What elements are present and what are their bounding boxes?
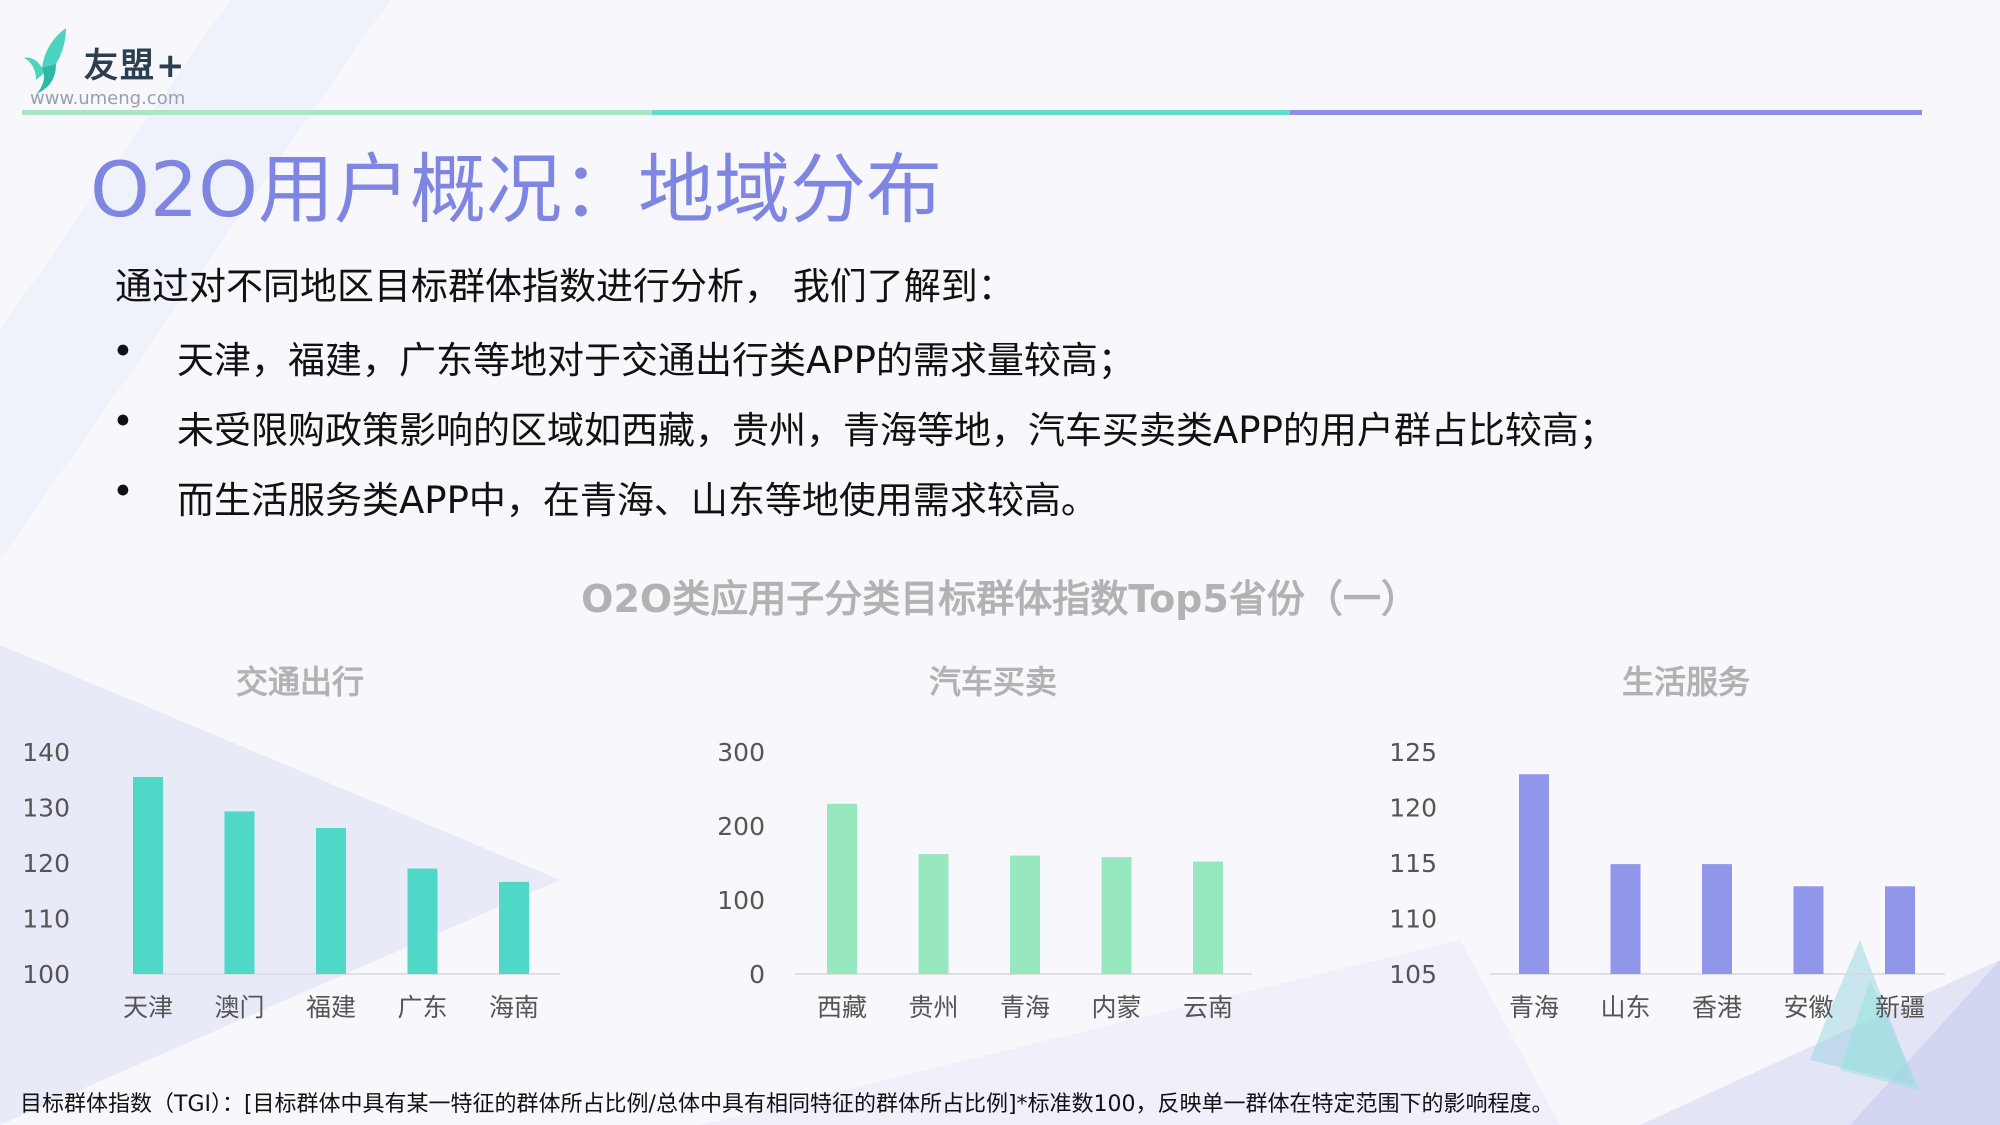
header-line-purple (1290, 110, 1922, 115)
x-tick-label: 山东 (1600, 993, 1650, 1022)
x-tick-label: 福建 (306, 993, 356, 1022)
brand-url: www.umeng.com (30, 88, 186, 109)
header-line-teal (652, 110, 1290, 115)
brand-name: 友盟+ (84, 46, 187, 86)
y-tick-label: 130 (22, 794, 70, 823)
tgi-footnote: 目标群体指数（TGI）：[目标群体中具有某一特征的群体所占比例/总体中具有相同特… (20, 1092, 1554, 1117)
bar (827, 803, 857, 974)
bar (1010, 855, 1040, 974)
list-item: • 天津，福建，广东等地对于交通出行类APP的需求量较高； (112, 330, 1616, 400)
x-tick-label: 内蒙 (1091, 993, 1141, 1022)
chart-title: 交通出行 (236, 663, 364, 701)
bullet-icon: • (112, 400, 134, 443)
y-tick-label: 105 (1389, 960, 1437, 989)
chart-title: 汽车买卖 (929, 663, 1057, 701)
y-tick-label: 115 (1389, 849, 1437, 878)
findings-list: • 天津，福建，广东等地对于交通出行类APP的需求量较高； • 未受限购政策影响的区… (112, 330, 1616, 540)
figure-title: O2O类应用子分类目标群体指数Top5省份（一） (581, 577, 1419, 621)
y-tick-label: 120 (22, 849, 70, 878)
bullet-text: 未受限购政策影响的区域如西藏，贵州，青海等地，汽车买卖类APP的用户群占比较高； (177, 409, 1616, 452)
x-tick-label: 天津 (123, 993, 173, 1022)
x-tick-label: 云南 (1183, 993, 1233, 1022)
y-tick-label: 300 (717, 738, 765, 767)
bar (316, 828, 346, 974)
bar (1101, 857, 1132, 974)
y-tick-label: 100 (717, 886, 765, 915)
header-line-green (22, 110, 652, 115)
bullet-text: 而生活服务类APP中，在青海、山东等地使用需求较高。 (177, 479, 1098, 522)
x-tick-label: 广东 (397, 993, 447, 1022)
y-tick-label: 110 (22, 905, 70, 934)
bar (1793, 886, 1824, 974)
bar (407, 868, 438, 974)
bullet-icon: • (112, 330, 134, 373)
bullet-icon: • (112, 470, 134, 513)
x-tick-label: 安徽 (1783, 993, 1833, 1022)
x-tick-label: 西藏 (817, 993, 867, 1022)
bird-logo-icon (24, 28, 66, 94)
bar (918, 854, 949, 974)
x-tick-label: 香港 (1692, 993, 1742, 1022)
page-title: O2O用户概况：地域分布 (90, 145, 942, 234)
y-tick-label: 100 (22, 960, 70, 989)
bar (133, 776, 163, 974)
x-tick-label: 青海 (1000, 993, 1050, 1022)
x-tick-label: 贵州 (908, 993, 958, 1022)
bar (1610, 864, 1641, 974)
y-tick-label: 200 (717, 812, 765, 841)
intro-text: 通过对不同地区目标群体指数进行分析， 我们了解到： (115, 265, 1015, 308)
list-item: • 未受限购政策影响的区域如西藏，贵州，青海等地，汽车买卖类APP的用户群占比较高… (112, 400, 1616, 470)
bar (1519, 774, 1549, 974)
bar (224, 811, 255, 974)
y-tick-label: 140 (22, 738, 70, 767)
chart-title: 生活服务 (1622, 663, 1750, 701)
y-tick-label: 110 (1389, 905, 1437, 934)
bar (1885, 886, 1915, 974)
bar (499, 881, 529, 974)
y-tick-label: 0 (749, 960, 765, 989)
bullet-text: 天津，福建，广东等地对于交通出行类APP的需求量较高； (177, 339, 1135, 382)
x-tick-label: 海南 (489, 993, 539, 1022)
x-tick-label: 新疆 (1875, 993, 1925, 1022)
brand-logo[interactable]: 友盟+ www.umeng.com (22, 24, 212, 114)
list-item: • 而生活服务类APP中，在青海、山东等地使用需求较高。 (112, 470, 1616, 540)
bar (1702, 864, 1732, 974)
y-tick-label: 125 (1389, 738, 1437, 767)
bar (1193, 861, 1223, 974)
y-tick-label: 120 (1389, 794, 1437, 823)
x-tick-label: 青海 (1509, 993, 1559, 1022)
x-tick-label: 澳门 (214, 993, 264, 1022)
